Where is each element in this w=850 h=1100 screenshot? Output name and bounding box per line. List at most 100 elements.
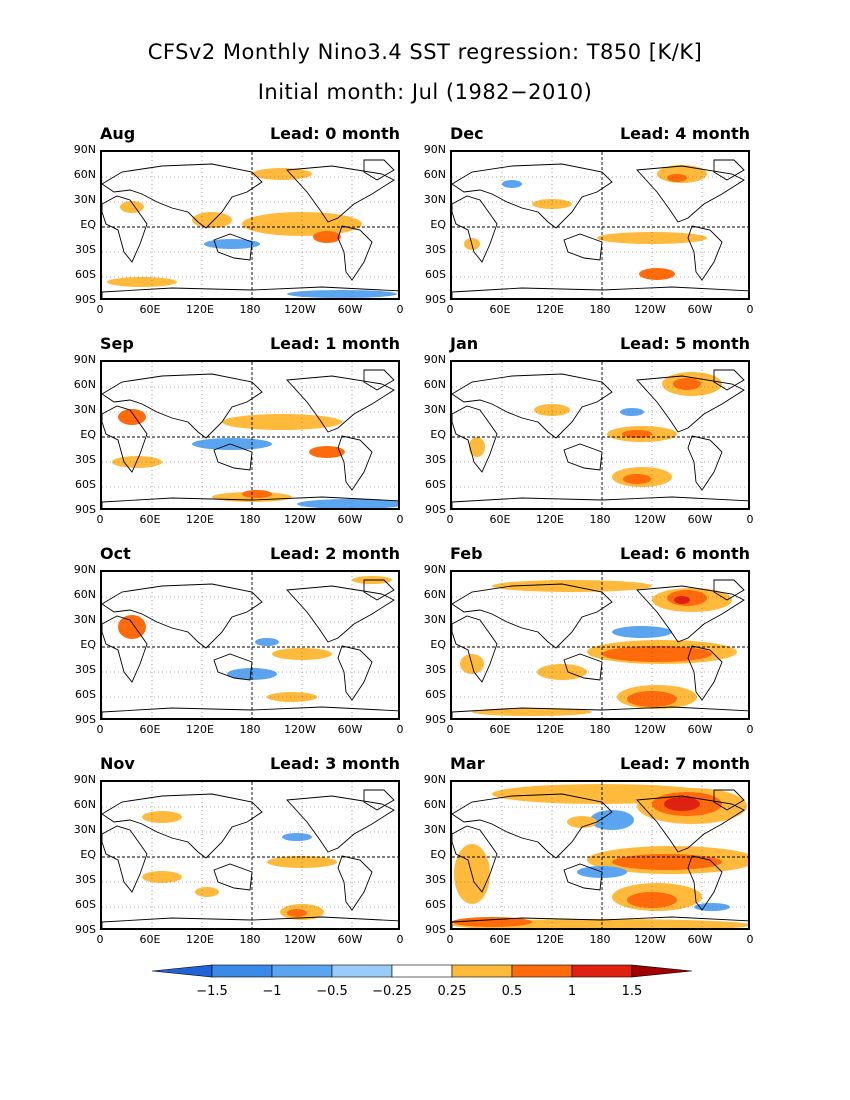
coastline bbox=[636, 375, 745, 433]
longitude-tick-label: 120W bbox=[284, 303, 316, 316]
latitude-tick-label: 60S bbox=[75, 898, 96, 911]
longitude-tick-label: 0 bbox=[746, 723, 754, 736]
latitude-tick-label: 90S bbox=[425, 713, 446, 726]
panel-month-label: Nov bbox=[100, 754, 135, 773]
panel-month-label: Dec bbox=[450, 124, 484, 143]
latitude-tick-label: 30S bbox=[425, 873, 446, 886]
longitude-tick-label: 60W bbox=[687, 723, 713, 736]
longitude-tick-label: 120E bbox=[186, 933, 214, 946]
coastline bbox=[636, 165, 745, 223]
coastline bbox=[337, 225, 373, 281]
map-canvas bbox=[102, 782, 398, 928]
panel-lead-label: Lead: 7 month bbox=[619, 754, 750, 773]
regression-map bbox=[100, 780, 400, 930]
anomaly-shading bbox=[118, 409, 146, 425]
anomaly-shading bbox=[472, 708, 592, 716]
longitude-tick-label: 180 bbox=[589, 513, 611, 526]
longitude-tick-label: 60W bbox=[687, 513, 713, 526]
colorbar-tick-label: −1 bbox=[262, 984, 282, 999]
anomaly-shading bbox=[667, 174, 687, 182]
anomaly-shading bbox=[313, 231, 341, 243]
map-canvas bbox=[452, 152, 748, 298]
latitude-tick-label: 30N bbox=[423, 613, 446, 626]
longitude-tick-label: 120E bbox=[536, 933, 564, 946]
panel-month-label: Jan bbox=[450, 334, 479, 353]
anomaly-shading bbox=[297, 499, 398, 508]
anomaly-shading bbox=[639, 268, 675, 280]
map-canvas bbox=[452, 782, 748, 928]
latitude-tick-label: 30N bbox=[73, 193, 96, 206]
coastline bbox=[452, 373, 613, 439]
anomaly-shading bbox=[590, 810, 634, 830]
coastline bbox=[102, 405, 148, 473]
longitude-tick-label: 0 bbox=[746, 513, 754, 526]
coastline bbox=[102, 286, 398, 298]
longitude-tick-label: 120E bbox=[186, 303, 214, 316]
map-canvas bbox=[452, 572, 748, 718]
longitude-tick-label: 0 bbox=[96, 933, 104, 946]
coastline bbox=[452, 583, 613, 649]
coastline bbox=[286, 585, 395, 643]
coastline bbox=[286, 165, 395, 223]
latitude-tick-label: 30N bbox=[423, 193, 446, 206]
regression-map bbox=[450, 150, 750, 300]
coastline bbox=[213, 653, 253, 681]
regression-map bbox=[450, 570, 750, 720]
figure-subtitle: Initial month: Jul (1982−2010) bbox=[257, 80, 593, 104]
latitude-tick-label: EQ bbox=[430, 428, 446, 441]
colorbar-tick-label: 1 bbox=[567, 984, 577, 999]
coastline bbox=[213, 233, 253, 261]
panel-lead-label: Lead: 0 month bbox=[269, 124, 400, 143]
latitude-tick-label: EQ bbox=[80, 428, 96, 441]
coastline bbox=[687, 225, 723, 281]
latitude-tick-label: 90N bbox=[73, 143, 96, 156]
coastline bbox=[563, 863, 603, 891]
latitude-tick-label: 60S bbox=[75, 478, 96, 491]
latitude-tick-label: 90N bbox=[423, 353, 446, 366]
longitude-tick-label: 120E bbox=[536, 513, 564, 526]
latitude-tick-label: 60N bbox=[73, 588, 96, 601]
coastline bbox=[213, 863, 253, 891]
longitude-tick-label: 60W bbox=[687, 933, 713, 946]
anomaly-shading bbox=[222, 414, 342, 430]
coastline bbox=[563, 233, 603, 261]
map-canvas bbox=[102, 572, 398, 718]
longitude-tick-label: 0 bbox=[96, 723, 104, 736]
anomaly-shading bbox=[627, 892, 677, 908]
coastline bbox=[363, 789, 395, 811]
latitude-tick-label: EQ bbox=[80, 848, 96, 861]
coastline bbox=[687, 435, 723, 491]
panel-lead-label: Lead: 2 month bbox=[269, 544, 400, 563]
latitude-tick-label: 60N bbox=[423, 798, 446, 811]
longitude-tick-label: 0 bbox=[396, 513, 404, 526]
anomaly-shading bbox=[255, 638, 279, 646]
latitude-tick-label: 90N bbox=[73, 353, 96, 366]
longitude-tick-label: 180 bbox=[589, 303, 611, 316]
anomaly-shading bbox=[502, 180, 522, 188]
longitude-tick-label: 60E bbox=[139, 723, 161, 736]
latitude-tick-label: 90N bbox=[423, 143, 446, 156]
longitude-tick-label: 180 bbox=[239, 513, 261, 526]
longitude-tick-label: 120E bbox=[536, 303, 564, 316]
panel-month-label: Oct bbox=[100, 544, 131, 563]
longitude-tick-label: 120E bbox=[186, 513, 214, 526]
anomaly-shading bbox=[242, 490, 272, 498]
latitude-tick-label: 30N bbox=[423, 403, 446, 416]
latitude-tick-label: 60N bbox=[423, 588, 446, 601]
latitude-tick-label: 60N bbox=[423, 168, 446, 181]
regression-map bbox=[100, 570, 400, 720]
coastline bbox=[713, 369, 745, 391]
anomaly-shading bbox=[107, 277, 177, 287]
latitude-tick-label: 30N bbox=[423, 823, 446, 836]
coastline bbox=[452, 916, 748, 928]
panel-lead-label: Lead: 3 month bbox=[269, 754, 400, 773]
coastline bbox=[337, 855, 373, 911]
anomaly-shading bbox=[567, 816, 597, 828]
colorbar-segment bbox=[331, 964, 393, 978]
latitude-tick-label: 60N bbox=[73, 378, 96, 391]
longitude-tick-label: 60W bbox=[687, 303, 713, 316]
latitude-tick-label: 90S bbox=[425, 293, 446, 306]
anomaly-shading bbox=[674, 596, 690, 604]
longitude-tick-label: 120W bbox=[284, 723, 316, 736]
longitude-tick-label: 60E bbox=[139, 933, 161, 946]
